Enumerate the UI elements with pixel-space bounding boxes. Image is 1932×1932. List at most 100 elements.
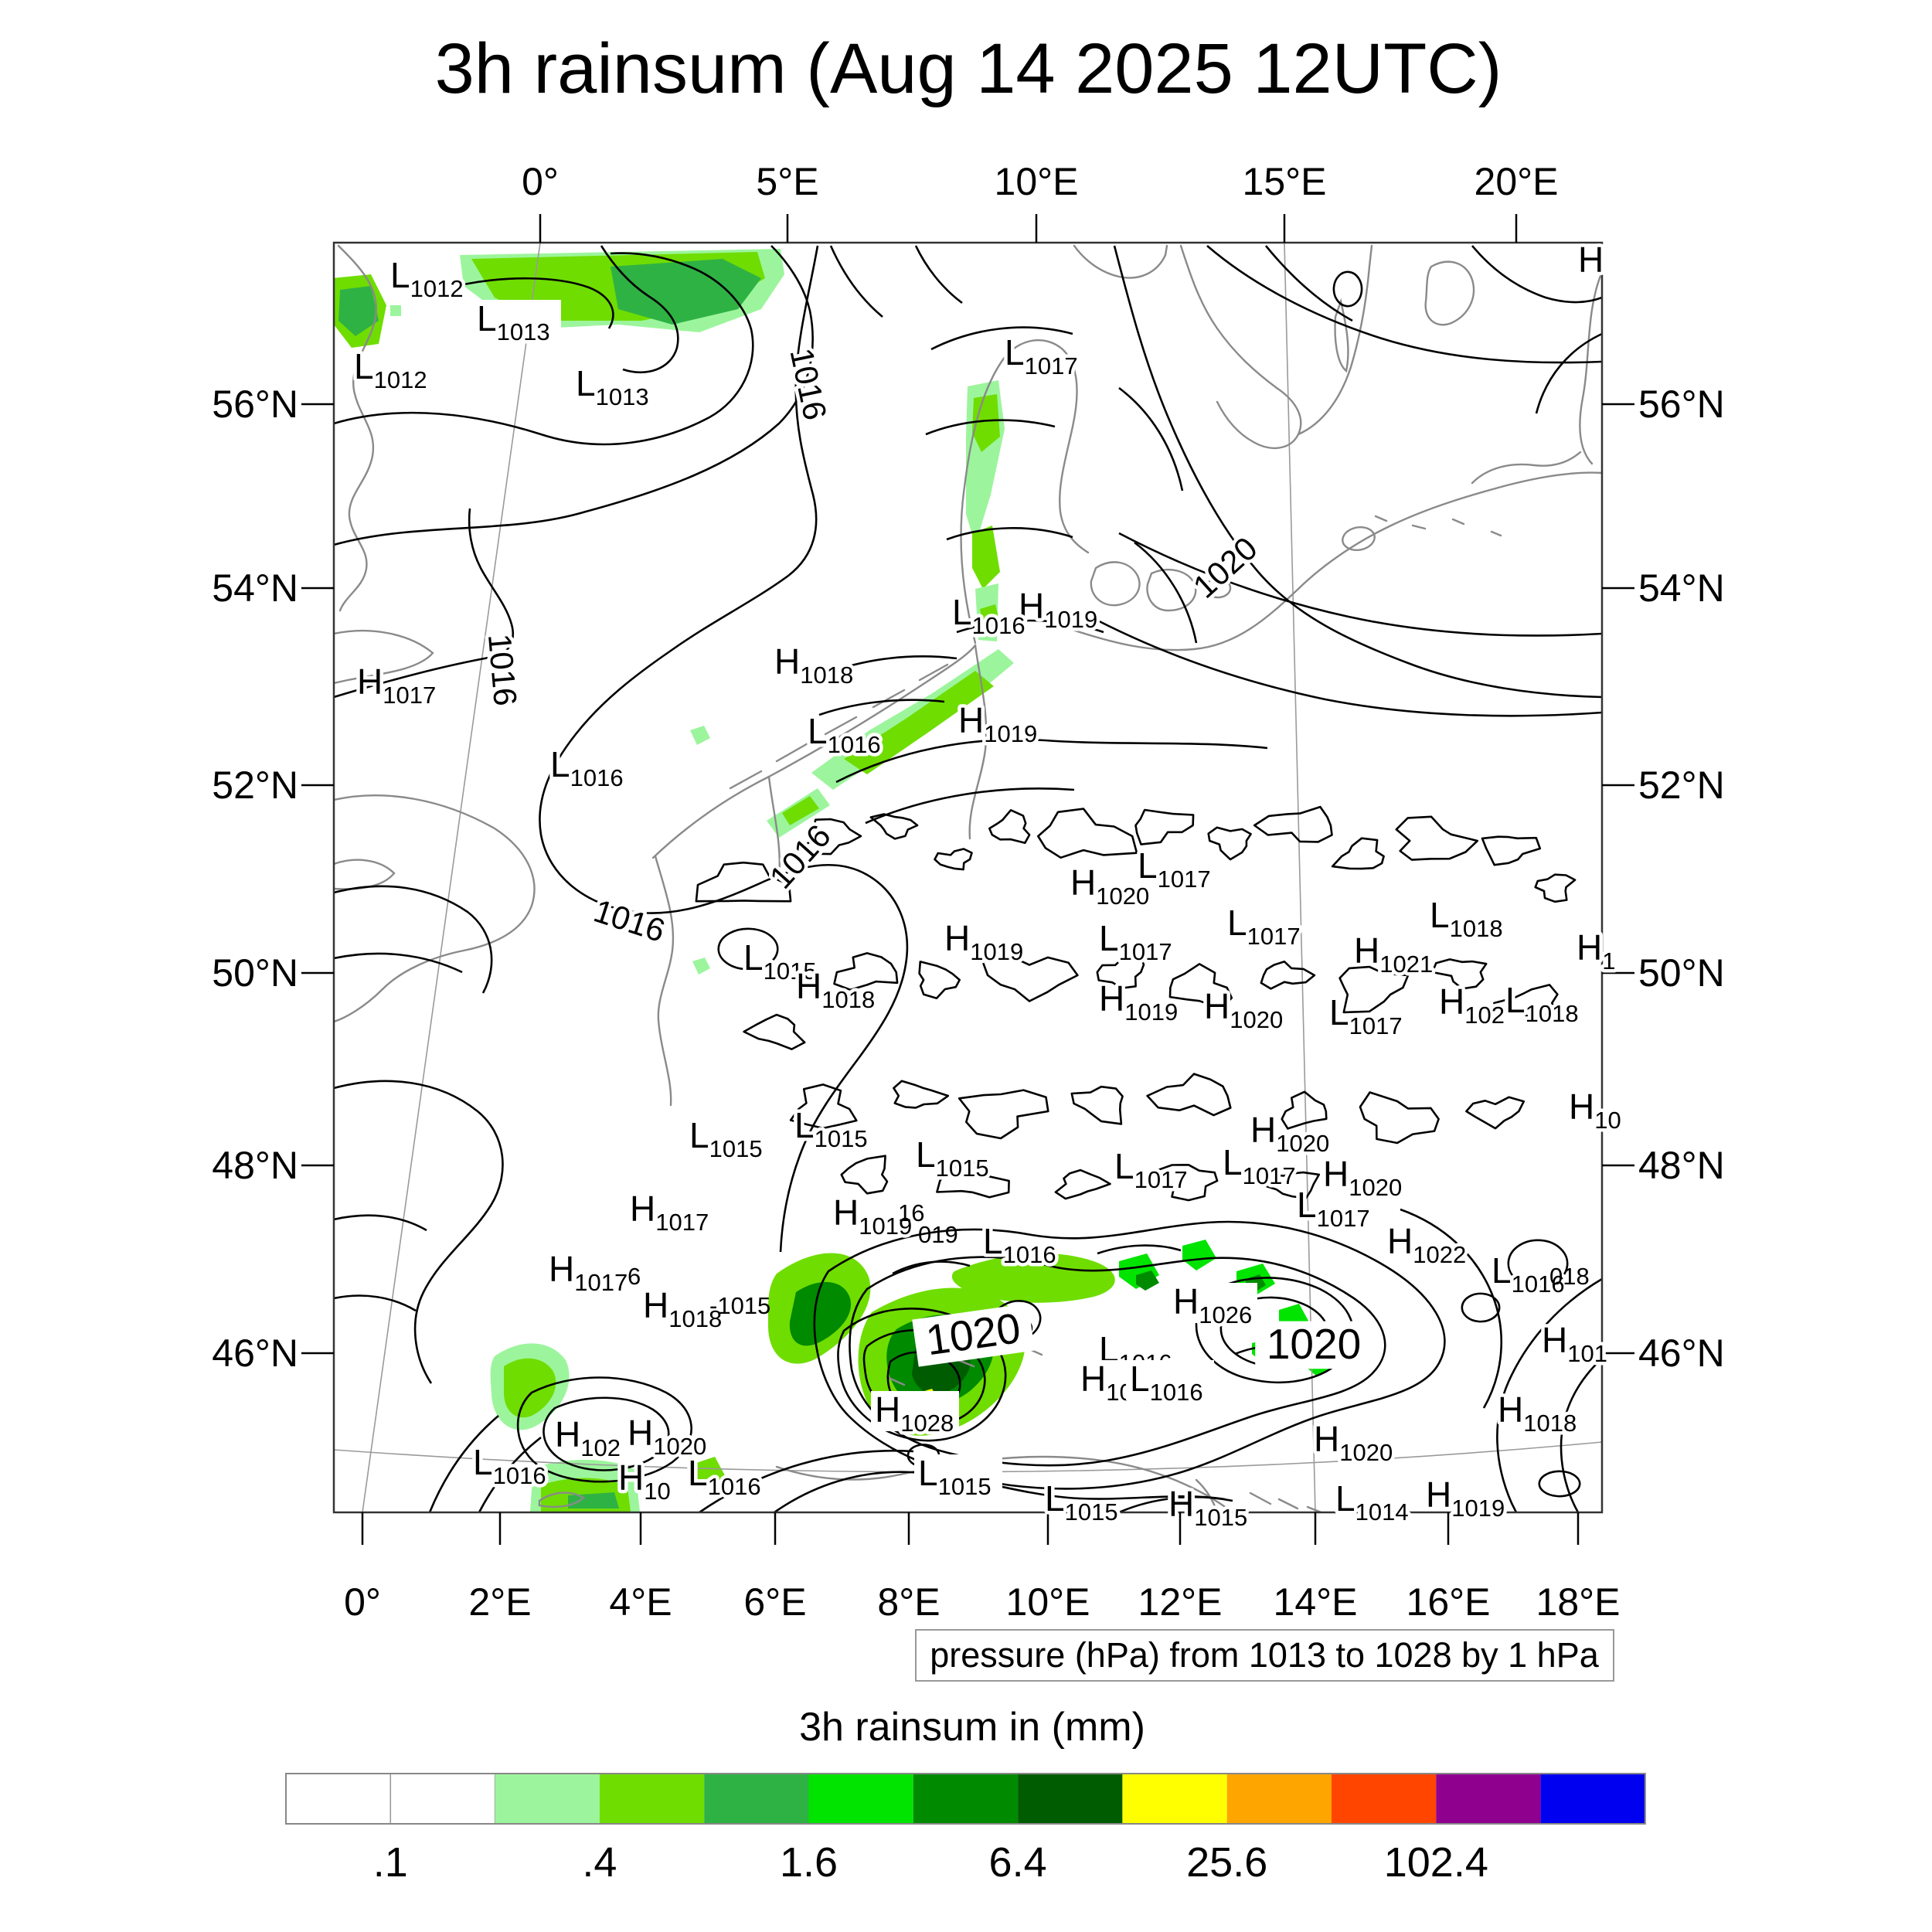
coastline	[334, 859, 396, 890]
pressure-center-label: H1	[1577, 927, 1615, 975]
pressure-contour	[865, 787, 1075, 825]
left-axis-label: 54°N	[212, 566, 298, 610]
colorbar-cell	[1018, 1774, 1123, 1824]
pressure-contour	[833, 952, 899, 992]
colorbar-cell	[1540, 1774, 1645, 1824]
top-axis-label: 5°E	[756, 160, 818, 203]
pressure-label-box	[1169, 1283, 1257, 1323]
rain-patch	[1136, 1270, 1159, 1291]
bottom-axis-label: 8°E	[877, 1580, 940, 1624]
pressure-contour	[1146, 1073, 1232, 1117]
pressure-center-label: L1016	[550, 744, 624, 791]
pressure-contour	[930, 326, 1073, 351]
coastline	[767, 775, 781, 879]
pressure-contour	[717, 927, 779, 971]
pressure-contour	[334, 952, 463, 974]
pressure-center-label: H1020	[1314, 1419, 1393, 1466]
coastline	[1471, 451, 1582, 485]
coastline	[1146, 568, 1197, 612]
pressure-contour	[1332, 270, 1363, 308]
colorbar-cell	[495, 1774, 600, 1824]
pressure-contour	[428, 1415, 499, 1512]
pressure-center-label: H1017	[357, 662, 436, 709]
colorbar-cell	[1436, 1774, 1541, 1824]
pressure-contour	[695, 861, 792, 903]
pressure-center-label: L1013	[477, 298, 550, 345]
rain-patch	[692, 1457, 726, 1489]
left-axis-label: 50°N	[212, 951, 298, 995]
colorbar-cell	[1226, 1774, 1332, 1824]
pressure-contour	[1331, 837, 1385, 870]
pressure-center-label: L1016	[1492, 1250, 1565, 1298]
pressure-contour	[1097, 1244, 1182, 1255]
pressure-center-label: H1028	[875, 1389, 954, 1437]
pressure-contour	[934, 848, 973, 871]
pressure-contour	[1260, 961, 1316, 990]
pressure-contour	[1395, 815, 1479, 861]
pressure-contour	[334, 245, 814, 546]
contour-value-label: 1020	[1186, 529, 1264, 604]
pressure-center-label: H	[1578, 240, 1604, 280]
pressure-center-label: H1019	[1426, 1475, 1505, 1522]
axes: 0° 5°E 10°E 15°E 20°E 0° 2°E 4°E 6°E 8°E 10°E 12°E 1…	[212, 160, 1724, 1624]
pressure-center-label: H1020	[1250, 1110, 1329, 1157]
pressure-caption: pressure (hPa) from 1013 to 1028 by 1 hP…	[930, 1635, 1599, 1675]
pressure-center-label: H1018	[774, 641, 853, 689]
pressure-center-label: L1016	[808, 711, 881, 758]
left-axis-label: 48°N	[212, 1144, 298, 1187]
contour-value-label-group: 1016	[780, 342, 837, 427]
right-axis-label: 56°N	[1638, 383, 1725, 426]
pressure-center-label: H1020	[1070, 862, 1149, 910]
contour-label-fragment: -1015	[709, 1292, 770, 1319]
pressure-contour	[1257, 1171, 1321, 1199]
colorbar-cell	[913, 1774, 1019, 1824]
pressure-contour	[743, 1013, 806, 1050]
map-frame	[332, 241, 1604, 1514]
pressure-contour	[1461, 1292, 1501, 1323]
left-axis-label: 56°N	[212, 383, 298, 426]
coastline	[1297, 244, 1373, 436]
pressure-contour	[1206, 245, 1602, 364]
pressure-contour	[334, 508, 514, 699]
pressure-center-label: H10	[618, 1458, 671, 1505]
coastline	[538, 1492, 586, 1509]
pressure-center-label: L1016	[952, 592, 1026, 639]
pressure-center-label: L1015	[743, 937, 817, 985]
pressure-center-label: H1020	[1204, 986, 1283, 1033]
pressure-center-label: L1017	[1223, 1142, 1296, 1189]
pressure-contour	[869, 813, 919, 840]
coastline	[1249, 1492, 1324, 1512]
pressure-center-label: H1017	[549, 1249, 628, 1296]
right-axis-label: 50°N	[1638, 951, 1725, 995]
pressure-contour	[1481, 835, 1542, 866]
pressure-contour	[1134, 541, 1198, 644]
pressure-center-label: H1019	[944, 918, 1023, 965]
pressure-contour	[334, 885, 493, 994]
right-axis-label: 46°N	[1638, 1332, 1725, 1375]
pressure-contour	[1113, 245, 1602, 699]
pressure-center-label: L1015	[794, 1105, 868, 1152]
colorbar-tick-label: .1	[373, 1839, 408, 1886]
pressure-contour	[543, 1396, 670, 1471]
pressure-label-box	[871, 1391, 959, 1431]
coastline	[1374, 515, 1502, 537]
pressure-contour	[914, 245, 963, 304]
colorbar-outline	[285, 1773, 1646, 1825]
rain-patch	[972, 526, 1000, 589]
colorbar-tick-label: 1.6	[780, 1839, 838, 1886]
coastline	[1204, 577, 1232, 599]
pressure-contour	[1496, 1277, 1602, 1512]
pressure-contour	[981, 954, 1079, 1002]
contour-label-fragment: 16	[898, 1199, 924, 1226]
pressure-contour	[334, 1214, 427, 1232]
pressure-center-label: L1016	[473, 1442, 546, 1489]
pressure-contour	[1134, 808, 1195, 845]
rain-patch	[504, 1358, 556, 1418]
pressure-contour	[1507, 1239, 1569, 1288]
pressure-center-label: L1016	[983, 1221, 1056, 1268]
colorbar-tick-label: .4	[582, 1839, 617, 1886]
pressure-center-label: L1016	[688, 1453, 761, 1500]
contour-label-fragment: 6	[628, 1263, 641, 1290]
